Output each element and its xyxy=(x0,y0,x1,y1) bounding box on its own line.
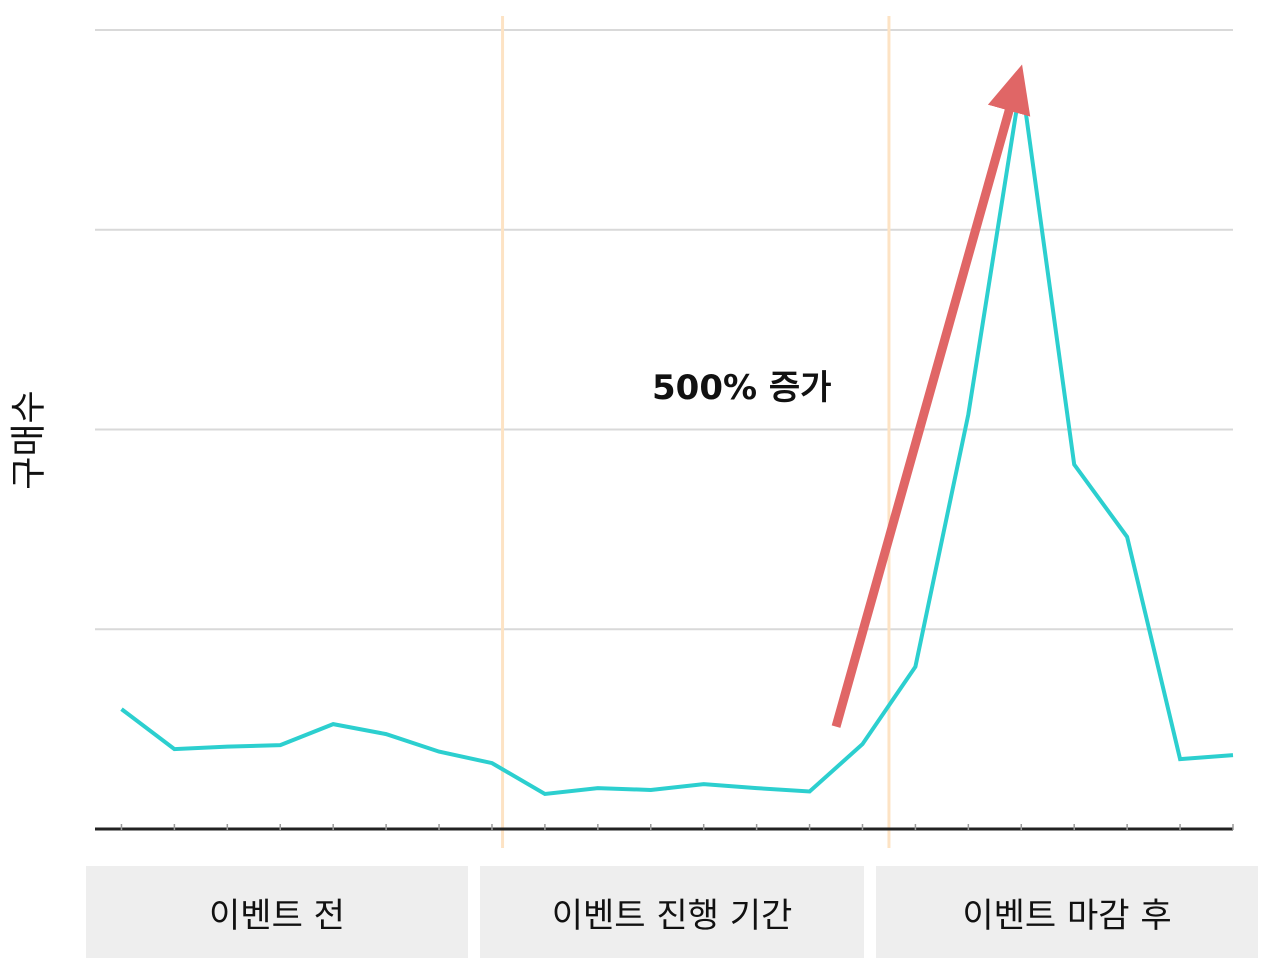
increase-arrow xyxy=(831,64,1031,728)
period-label-after: 이벤트 마감 후 xyxy=(876,866,1258,958)
y-axis-label: 구매수 xyxy=(9,390,50,490)
increase-annotation-label: 500% 증가 xyxy=(652,368,832,408)
period-label-during: 이벤트 진행 기간 xyxy=(480,866,864,958)
period-label-before: 이벤트 전 xyxy=(86,866,468,958)
y-axis-label-wrap: 구매수 xyxy=(6,385,50,495)
series-line-1 xyxy=(120,79,1234,797)
